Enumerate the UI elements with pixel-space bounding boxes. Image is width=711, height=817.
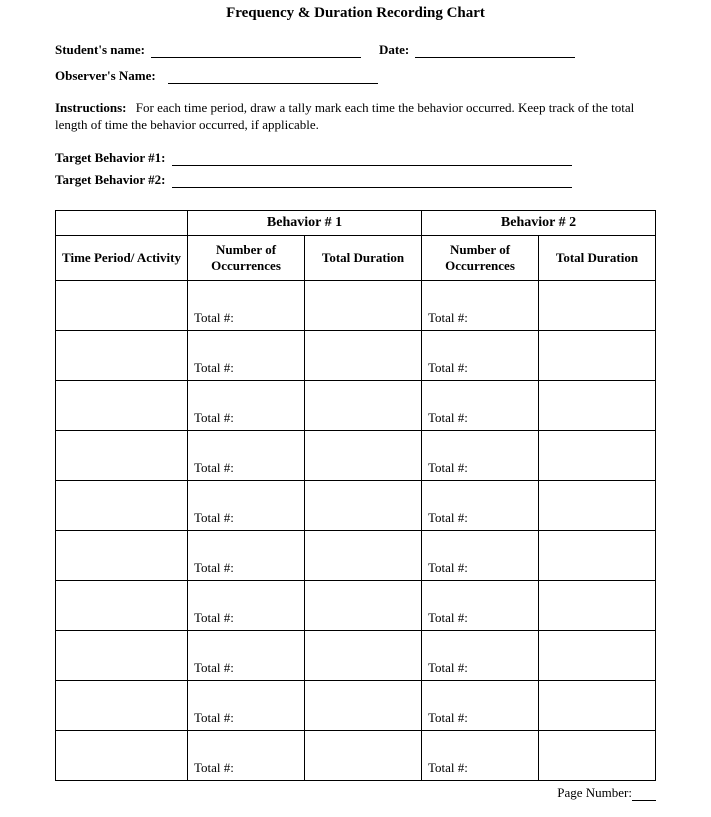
cell-occurrences-1[interactable]: Total #: <box>188 730 305 780</box>
cell-occurrences-1[interactable]: Total #: <box>188 530 305 580</box>
target-2-blank[interactable] <box>172 175 572 188</box>
cell-occurrences-2[interactable]: Total #: <box>422 430 539 480</box>
cell-occurrences-1[interactable]: Total #: <box>188 480 305 530</box>
cell-duration-1[interactable] <box>305 730 422 780</box>
cell-duration-2[interactable] <box>539 580 656 630</box>
target-1-blank[interactable] <box>172 153 572 166</box>
instructions-body: For each time period, draw a tally mark … <box>55 100 634 132</box>
table-row: Total #: Total #: <box>56 730 656 780</box>
col-occurrences-1: Number of Occurrences <box>188 235 305 280</box>
table-row: Total #: Total #: <box>56 430 656 480</box>
target-behavior-2-row: Target Behavior #2: <box>55 172 656 188</box>
observer-name-label: Observer's Name: <box>55 68 156 84</box>
table-row: Total #: Total #: <box>56 530 656 580</box>
table-row: Total #: Total #: <box>56 580 656 630</box>
cell-occurrences-1[interactable]: Total #: <box>188 680 305 730</box>
cell-time-period[interactable] <box>56 380 188 430</box>
table-row: Total #: Total #: <box>56 630 656 680</box>
cell-time-period[interactable] <box>56 630 188 680</box>
cell-occurrences-1[interactable]: Total #: <box>188 430 305 480</box>
cell-occurrences-2[interactable]: Total #: <box>422 680 539 730</box>
table-row: Total #: Total #: <box>56 280 656 330</box>
observer-name-row: Observer's Name: <box>55 68 656 84</box>
header-behavior-2: Behavior # 2 <box>422 210 656 235</box>
table-row: Total #: Total #: <box>56 480 656 530</box>
instructions: Instructions: For each time period, draw… <box>55 100 656 134</box>
cell-duration-1[interactable] <box>305 330 422 380</box>
instructions-heading: Instructions: <box>55 100 127 115</box>
table-row: Total #: Total #: <box>56 330 656 380</box>
cell-duration-2[interactable] <box>539 380 656 430</box>
col-time-period: Time Period/ Activity <box>56 235 188 280</box>
cell-time-period[interactable] <box>56 330 188 380</box>
cell-duration-1[interactable] <box>305 380 422 430</box>
cell-occurrences-2[interactable]: Total #: <box>422 530 539 580</box>
cell-duration-1[interactable] <box>305 630 422 680</box>
page-title: Frequency & Duration Recording Chart <box>175 5 536 22</box>
cell-occurrences-1[interactable]: Total #: <box>188 630 305 680</box>
cell-time-period[interactable] <box>56 280 188 330</box>
date-blank[interactable] <box>415 45 575 58</box>
student-name-blank[interactable] <box>151 45 361 58</box>
table-row: Total #: Total #: <box>56 680 656 730</box>
cell-duration-2[interactable] <box>539 730 656 780</box>
cell-time-period[interactable] <box>56 480 188 530</box>
cell-duration-1[interactable] <box>305 480 422 530</box>
target-2-label: Target Behavior #2: <box>55 172 166 188</box>
recording-table: Behavior # 1 Behavior # 2 Time Period/ A… <box>55 210 656 781</box>
cell-time-period[interactable] <box>56 680 188 730</box>
col-duration-2: Total Duration <box>539 235 656 280</box>
cell-duration-1[interactable] <box>305 530 422 580</box>
cell-duration-1[interactable] <box>305 680 422 730</box>
page-number-blank[interactable] <box>632 789 656 801</box>
target-1-label: Target Behavior #1: <box>55 150 166 166</box>
cell-duration-1[interactable] <box>305 580 422 630</box>
cell-occurrences-2[interactable]: Total #: <box>422 630 539 680</box>
cell-duration-2[interactable] <box>539 530 656 580</box>
date-label: Date: <box>379 42 409 58</box>
cell-time-period[interactable] <box>56 580 188 630</box>
cell-duration-2[interactable] <box>539 680 656 730</box>
table-row: Total #: Total #: <box>56 380 656 430</box>
student-name-label: Student's name: <box>55 42 145 58</box>
col-duration-1: Total Duration <box>305 235 422 280</box>
header-behavior-1: Behavior # 1 <box>188 210 422 235</box>
cell-occurrences-1[interactable]: Total #: <box>188 380 305 430</box>
page-number-label: Page Number: <box>557 785 632 800</box>
cell-occurrences-2[interactable]: Total #: <box>422 380 539 430</box>
cell-occurrences-1[interactable]: Total #: <box>188 330 305 380</box>
cell-occurrences-1[interactable]: Total #: <box>188 280 305 330</box>
cell-duration-1[interactable] <box>305 280 422 330</box>
cell-time-period[interactable] <box>56 530 188 580</box>
cell-time-period[interactable] <box>56 730 188 780</box>
cell-duration-2[interactable] <box>539 280 656 330</box>
cell-duration-2[interactable] <box>539 330 656 380</box>
col-occurrences-2: Number of Occurrences <box>422 235 539 280</box>
observer-name-blank[interactable] <box>168 71 378 84</box>
cell-occurrences-2[interactable]: Total #: <box>422 580 539 630</box>
cell-occurrences-2[interactable]: Total #: <box>422 330 539 380</box>
page-footer: Page Number: <box>55 785 656 801</box>
student-name-row: Student's name: Date: <box>55 42 656 58</box>
target-behavior-1-row: Target Behavior #1: <box>55 150 656 166</box>
cell-occurrences-1[interactable]: Total #: <box>188 580 305 630</box>
cell-occurrences-2[interactable]: Total #: <box>422 480 539 530</box>
cell-occurrences-2[interactable]: Total #: <box>422 280 539 330</box>
cell-duration-2[interactable] <box>539 480 656 530</box>
header-blank <box>56 210 188 235</box>
cell-time-period[interactable] <box>56 430 188 480</box>
cell-duration-1[interactable] <box>305 430 422 480</box>
cell-occurrences-2[interactable]: Total #: <box>422 730 539 780</box>
cell-duration-2[interactable] <box>539 430 656 480</box>
cell-duration-2[interactable] <box>539 630 656 680</box>
